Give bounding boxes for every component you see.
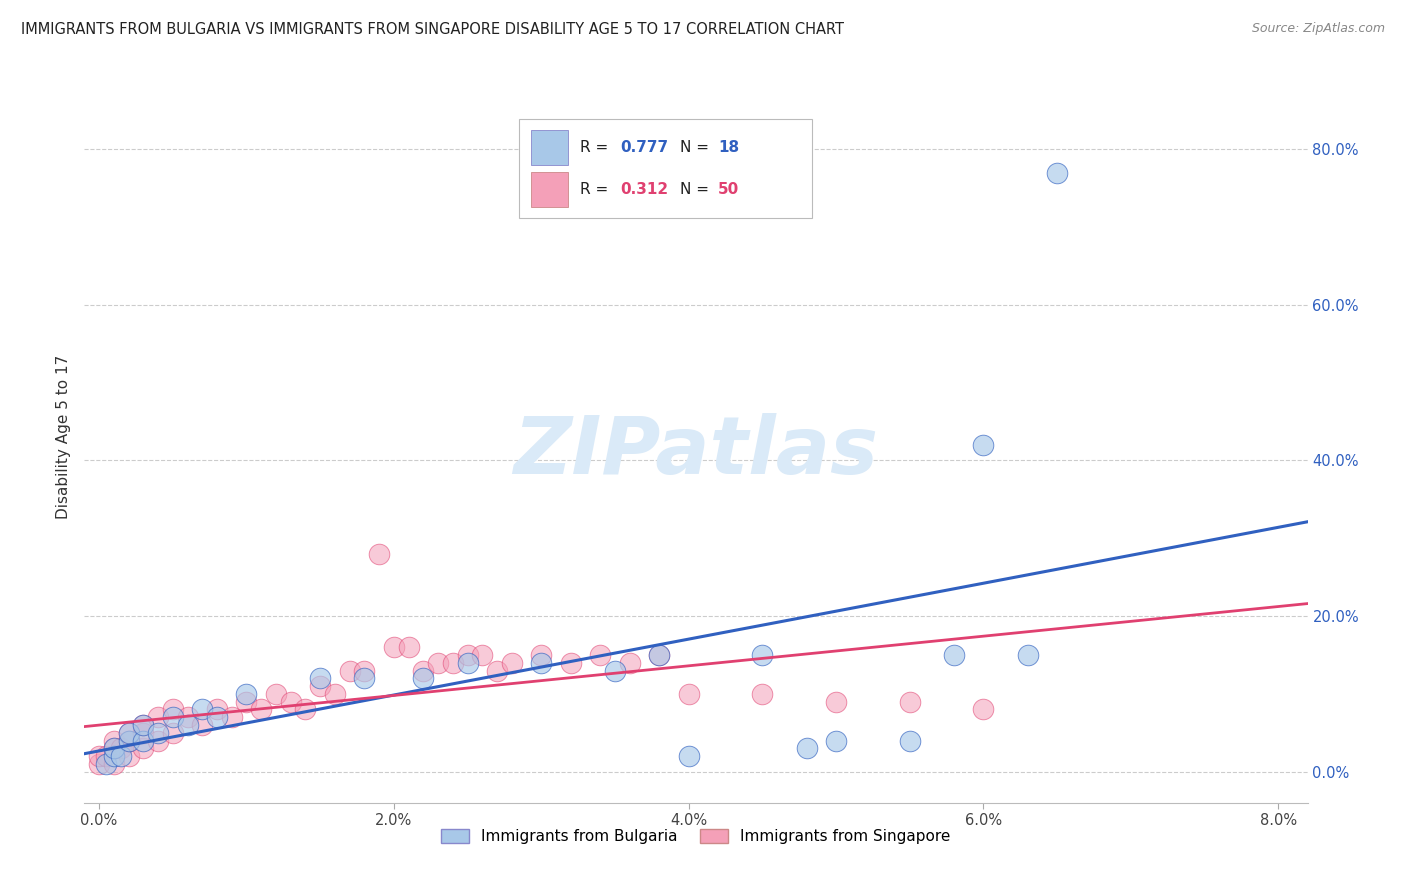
Y-axis label: Disability Age 5 to 17: Disability Age 5 to 17 — [56, 355, 72, 519]
Point — [235, 695, 257, 709]
Point — [678, 749, 700, 764]
Point — [309, 671, 332, 685]
Point — [530, 648, 553, 662]
Text: N =: N = — [681, 140, 714, 155]
Point — [309, 679, 332, 693]
Point — [103, 741, 125, 756]
Point — [162, 725, 184, 739]
Point — [441, 656, 464, 670]
Text: IMMIGRANTS FROM BULGARIA VS IMMIGRANTS FROM SINGAPORE DISABILITY AGE 5 TO 17 COR: IMMIGRANTS FROM BULGARIA VS IMMIGRANTS F… — [21, 22, 844, 37]
Point — [368, 547, 391, 561]
Point — [176, 718, 198, 732]
Text: 18: 18 — [718, 140, 740, 155]
Point — [485, 664, 508, 678]
Point — [457, 648, 479, 662]
FancyBboxPatch shape — [519, 119, 813, 218]
Point — [191, 718, 214, 732]
Point — [1017, 648, 1039, 662]
Point — [117, 725, 139, 739]
Point — [751, 648, 773, 662]
Point — [898, 733, 921, 747]
Point — [117, 725, 139, 739]
Point — [117, 733, 139, 747]
Point — [110, 749, 132, 764]
Point — [560, 656, 582, 670]
Text: R =: R = — [579, 182, 613, 197]
Point — [751, 687, 773, 701]
Point — [132, 741, 155, 756]
Point — [146, 710, 169, 724]
Point — [176, 710, 198, 724]
Point — [132, 725, 155, 739]
FancyBboxPatch shape — [531, 130, 568, 165]
Point — [942, 648, 965, 662]
Text: 0.777: 0.777 — [620, 140, 668, 155]
Point — [221, 710, 243, 724]
Point — [589, 648, 612, 662]
Point — [103, 749, 125, 764]
Point — [205, 702, 228, 716]
Point — [250, 702, 273, 716]
Text: 0.312: 0.312 — [620, 182, 668, 197]
Point — [280, 695, 302, 709]
Point — [457, 656, 479, 670]
Point — [146, 733, 169, 747]
Point — [96, 756, 118, 771]
Point — [162, 710, 184, 724]
Point — [825, 695, 848, 709]
Point — [103, 741, 125, 756]
Point — [898, 695, 921, 709]
Point — [205, 710, 228, 724]
Point — [117, 749, 139, 764]
Point — [501, 656, 523, 670]
Point — [648, 648, 671, 662]
Text: 50: 50 — [718, 182, 740, 197]
Point — [132, 718, 155, 732]
Point — [264, 687, 287, 701]
Point — [648, 648, 671, 662]
Point — [353, 664, 375, 678]
Point — [603, 664, 626, 678]
Text: ZIPatlas: ZIPatlas — [513, 413, 879, 491]
Point — [412, 664, 434, 678]
Point — [294, 702, 316, 716]
Point — [103, 756, 125, 771]
Point — [87, 756, 110, 771]
FancyBboxPatch shape — [531, 172, 568, 208]
Point — [427, 656, 450, 670]
Point — [825, 733, 848, 747]
Point — [1046, 165, 1069, 179]
Point — [146, 725, 169, 739]
Point — [103, 733, 125, 747]
Text: R =: R = — [579, 140, 613, 155]
Text: N =: N = — [681, 182, 714, 197]
Point — [96, 749, 118, 764]
Legend: Immigrants from Bulgaria, Immigrants from Singapore: Immigrants from Bulgaria, Immigrants fro… — [436, 822, 956, 850]
Point — [110, 741, 132, 756]
Point — [117, 733, 139, 747]
Point — [132, 733, 155, 747]
Point — [87, 749, 110, 764]
Point — [191, 702, 214, 716]
Point — [132, 718, 155, 732]
Point — [339, 664, 361, 678]
Point — [530, 656, 553, 670]
Point — [972, 438, 994, 452]
Point — [471, 648, 494, 662]
Point — [235, 687, 257, 701]
Point — [619, 656, 641, 670]
Point — [412, 671, 434, 685]
Point — [162, 702, 184, 716]
Point — [382, 640, 405, 655]
Point — [353, 671, 375, 685]
Point — [398, 640, 420, 655]
Point — [678, 687, 700, 701]
Text: Source: ZipAtlas.com: Source: ZipAtlas.com — [1251, 22, 1385, 36]
Point — [972, 702, 994, 716]
Point — [323, 687, 346, 701]
Point — [796, 741, 818, 756]
